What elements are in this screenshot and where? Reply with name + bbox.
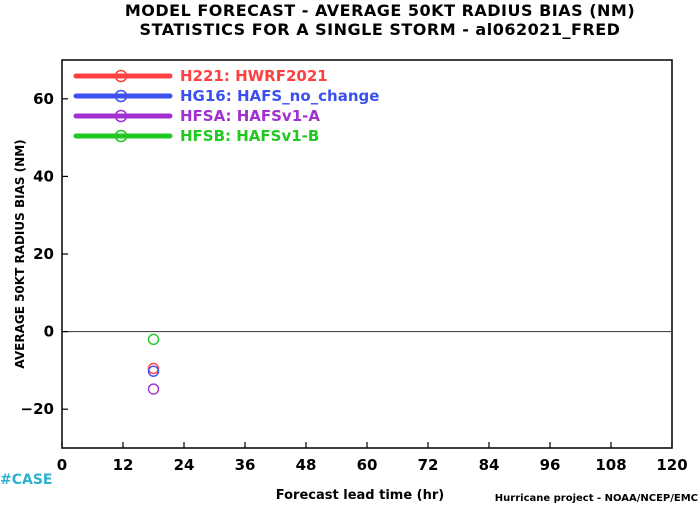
legend: H221: HWRF2021 HG16: HAFS_no_change HFSA: … xyxy=(73,67,379,145)
legend-marker xyxy=(114,89,128,103)
data-point xyxy=(147,383,160,395)
x-axis-ticks: 0 12 24 36 48 60 72 84 96 108 120 xyxy=(57,442,688,474)
case-label: #CASE xyxy=(0,472,53,488)
legend-marker xyxy=(114,109,128,123)
x-tick-label: 48 xyxy=(296,456,317,474)
data-points xyxy=(147,333,160,395)
data-point xyxy=(147,365,160,377)
y-axis-ticks: −20 0 20 40 60 xyxy=(21,90,68,418)
y-tick-label: 0 xyxy=(44,323,54,341)
y-tick-label: 60 xyxy=(33,90,54,108)
x-tick-label: 60 xyxy=(357,456,378,474)
chart-title: MODEL FORECAST - AVERAGE 50KT RADIUS BIA… xyxy=(125,1,635,20)
x-tick-label: 72 xyxy=(418,456,439,474)
credit-text: Hurricane project - NOAA/NCEP/EMC xyxy=(495,493,698,504)
data-point xyxy=(147,333,160,346)
x-axis-label: Forecast lead time (hr) xyxy=(276,488,444,503)
x-tick-label: 36 xyxy=(235,456,256,474)
legend-marker xyxy=(114,69,128,83)
y-tick-label: −20 xyxy=(21,400,54,418)
x-tick-label: 0 xyxy=(57,456,67,474)
x-tick-label: 108 xyxy=(595,456,626,474)
x-tick-label: 24 xyxy=(174,456,195,474)
chart-subtitle: STATISTICS FOR A SINGLE STORM - al062021… xyxy=(140,20,621,39)
plot-area: 0 12 24 36 48 60 72 84 96 108 120 −20 0 20 40 60 H221:… xyxy=(21,59,688,474)
legend-marker xyxy=(114,129,128,143)
x-tick-label: 12 xyxy=(113,456,134,474)
y-tick-label: 40 xyxy=(33,167,54,185)
legend-label: HFSB: HAFSv1-B xyxy=(180,127,319,145)
x-tick-label: 96 xyxy=(540,456,561,474)
y-tick-label: 20 xyxy=(33,245,54,263)
y-axis-label: AVERAGE 50KT RADIUS BIAS (NM) xyxy=(13,139,27,368)
legend-label: HFSA: HAFSv1-A xyxy=(180,107,320,125)
legend-label: HG16: HAFS_no_change xyxy=(180,87,379,105)
x-tick-label: 120 xyxy=(656,456,687,474)
x-tick-label: 84 xyxy=(479,456,500,474)
legend-label: H221: HWRF2021 xyxy=(180,67,328,85)
